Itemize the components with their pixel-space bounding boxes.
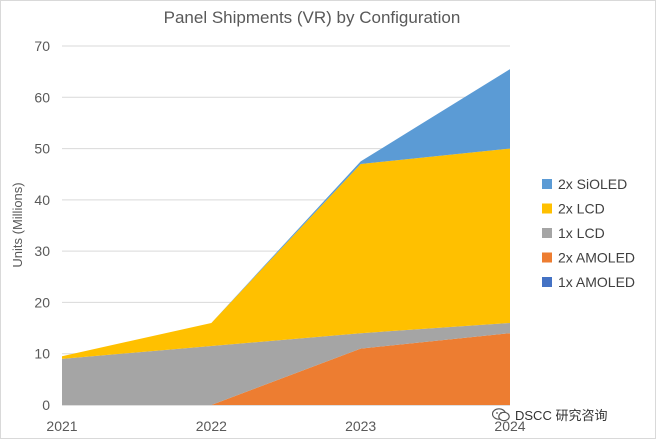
x-axis-ticks: 2021 2022 2023 2024 (46, 418, 525, 434)
legend-item-1x-lcd: 1x LCD (542, 225, 605, 241)
watermark-text: DSCC 研究咨询 (515, 408, 608, 423)
area-2x-sioled (62, 69, 510, 357)
legend-item-1x-amoled: 1x AMOLED (542, 274, 635, 290)
y-tick-label: 60 (34, 89, 50, 105)
y-tick-label: 40 (34, 192, 50, 208)
chart-title: Panel Shipments (VR) by Configuration (164, 8, 461, 27)
legend: 2x SiOLED 2x LCD 1x LCD 2x AMOLED 1x AMOLED (542, 176, 635, 290)
watermark: DSCC 研究咨询 (491, 405, 608, 424)
legend-item-2x-amoled: 2x AMOLED (542, 250, 635, 266)
y-tick-label: 20 (34, 294, 50, 310)
wechat-icon (491, 407, 510, 422)
legend-label: 2x AMOLED (558, 250, 635, 266)
legend-label: 1x LCD (558, 225, 605, 241)
y-tick-label: 0 (42, 397, 50, 413)
legend-swatch (542, 203, 552, 214)
y-tick-label: 50 (34, 141, 50, 157)
legend-label: 2x LCD (558, 201, 605, 217)
legend-label: 1x AMOLED (558, 274, 635, 290)
y-axis-label: Units (Millions) (10, 182, 25, 267)
legend-item-2x-lcd: 2x LCD (542, 201, 605, 217)
x-tick-label: 2021 (46, 418, 77, 434)
legend-swatch (542, 252, 552, 263)
legend-label: 2x SiOLED (558, 176, 627, 192)
y-tick-label: 30 (34, 243, 50, 259)
x-tick-label: 2022 (196, 418, 227, 434)
area-1x-lcd (62, 322, 510, 405)
area-2x-amoled (62, 333, 510, 405)
legend-swatch (542, 179, 552, 189)
y-tick-label: 10 (34, 346, 50, 362)
x-tick-label: 2023 (345, 418, 376, 434)
x-tick-label: 2024 (494, 418, 525, 434)
y-axis-ticks: 0 10 20 30 40 50 60 70 (34, 38, 50, 413)
y-tick-label: 70 (34, 38, 50, 54)
area-series (62, 69, 510, 405)
area-2x-lcd (62, 148, 510, 359)
legend-swatch (542, 277, 552, 287)
legend-item-2x-sioled: 2x SiOLED (542, 176, 627, 192)
legend-swatch (542, 228, 552, 238)
